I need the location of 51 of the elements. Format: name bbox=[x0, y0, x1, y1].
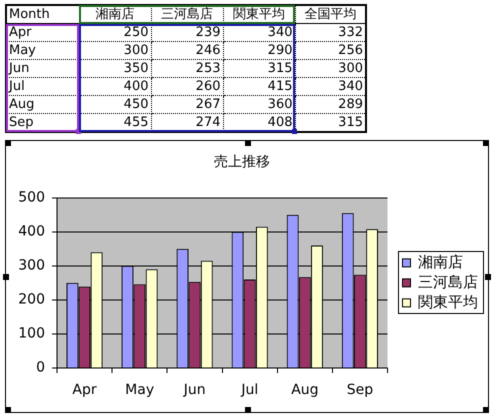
data-label: 350 bbox=[79, 60, 151, 78]
data-label: 250 bbox=[79, 24, 151, 42]
category-label: Jul bbox=[6, 78, 79, 96]
y-tick-label: 300 bbox=[18, 258, 45, 274]
y-tick-label: 500 bbox=[18, 189, 45, 206]
legend-label: 湘南店 bbox=[418, 252, 463, 271]
x-tick-label: Aug bbox=[291, 382, 319, 398]
y-tick-label: 400 bbox=[18, 223, 45, 240]
category-label: May bbox=[6, 42, 79, 60]
x-tick-label: Jul bbox=[240, 382, 258, 398]
text: 全国平均 bbox=[295, 5, 366, 24]
data-label: 315 bbox=[295, 114, 366, 132]
data-label: 315 bbox=[223, 60, 295, 78]
data-label: 450 bbox=[79, 96, 151, 114]
data-label: 455 bbox=[79, 114, 151, 132]
category-label: Jun bbox=[6, 60, 79, 78]
x-tick-label: Jun bbox=[182, 382, 206, 398]
y-tick-label: 200 bbox=[18, 292, 45, 308]
y-tick-label: 100 bbox=[18, 326, 45, 342]
text: 関東平均 bbox=[223, 5, 295, 24]
data-label: 300 bbox=[79, 42, 151, 60]
text: 三河島店 bbox=[151, 5, 223, 24]
data-label: 239 bbox=[151, 24, 223, 42]
legend-label: 三河島店 bbox=[418, 272, 478, 291]
legend-label: 関東平均 bbox=[418, 292, 478, 311]
text: 湘南店 bbox=[79, 5, 151, 24]
y-tick-label: 0 bbox=[36, 360, 45, 376]
data-label: 246 bbox=[151, 42, 223, 60]
text: Month bbox=[6, 5, 79, 24]
category-label: Aug bbox=[6, 96, 79, 114]
category-label: Sep bbox=[6, 114, 79, 132]
data-label: 274 bbox=[151, 114, 223, 132]
data-label: 290 bbox=[223, 42, 295, 60]
x-tick-label: May bbox=[125, 382, 154, 398]
data-label: 289 bbox=[295, 96, 366, 114]
chart-title: 売上推移 bbox=[214, 154, 270, 170]
data-label: 340 bbox=[295, 78, 366, 96]
data-label: 256 bbox=[295, 42, 366, 60]
x-tick-label: Apr bbox=[72, 382, 97, 398]
data-label: 267 bbox=[151, 96, 223, 114]
data-label: 300 bbox=[295, 60, 366, 78]
data-label: 415 bbox=[223, 78, 295, 96]
x-tick-label: Sep bbox=[346, 382, 374, 398]
data-label: 253 bbox=[151, 60, 223, 78]
data-label: 360 bbox=[223, 96, 295, 114]
category-label: Apr bbox=[6, 24, 79, 42]
data-label: 332 bbox=[295, 24, 366, 42]
data-label: 408 bbox=[223, 114, 295, 132]
data-label: 260 bbox=[151, 78, 223, 96]
data-label: 400 bbox=[79, 78, 151, 96]
data-label: 340 bbox=[223, 24, 295, 42]
